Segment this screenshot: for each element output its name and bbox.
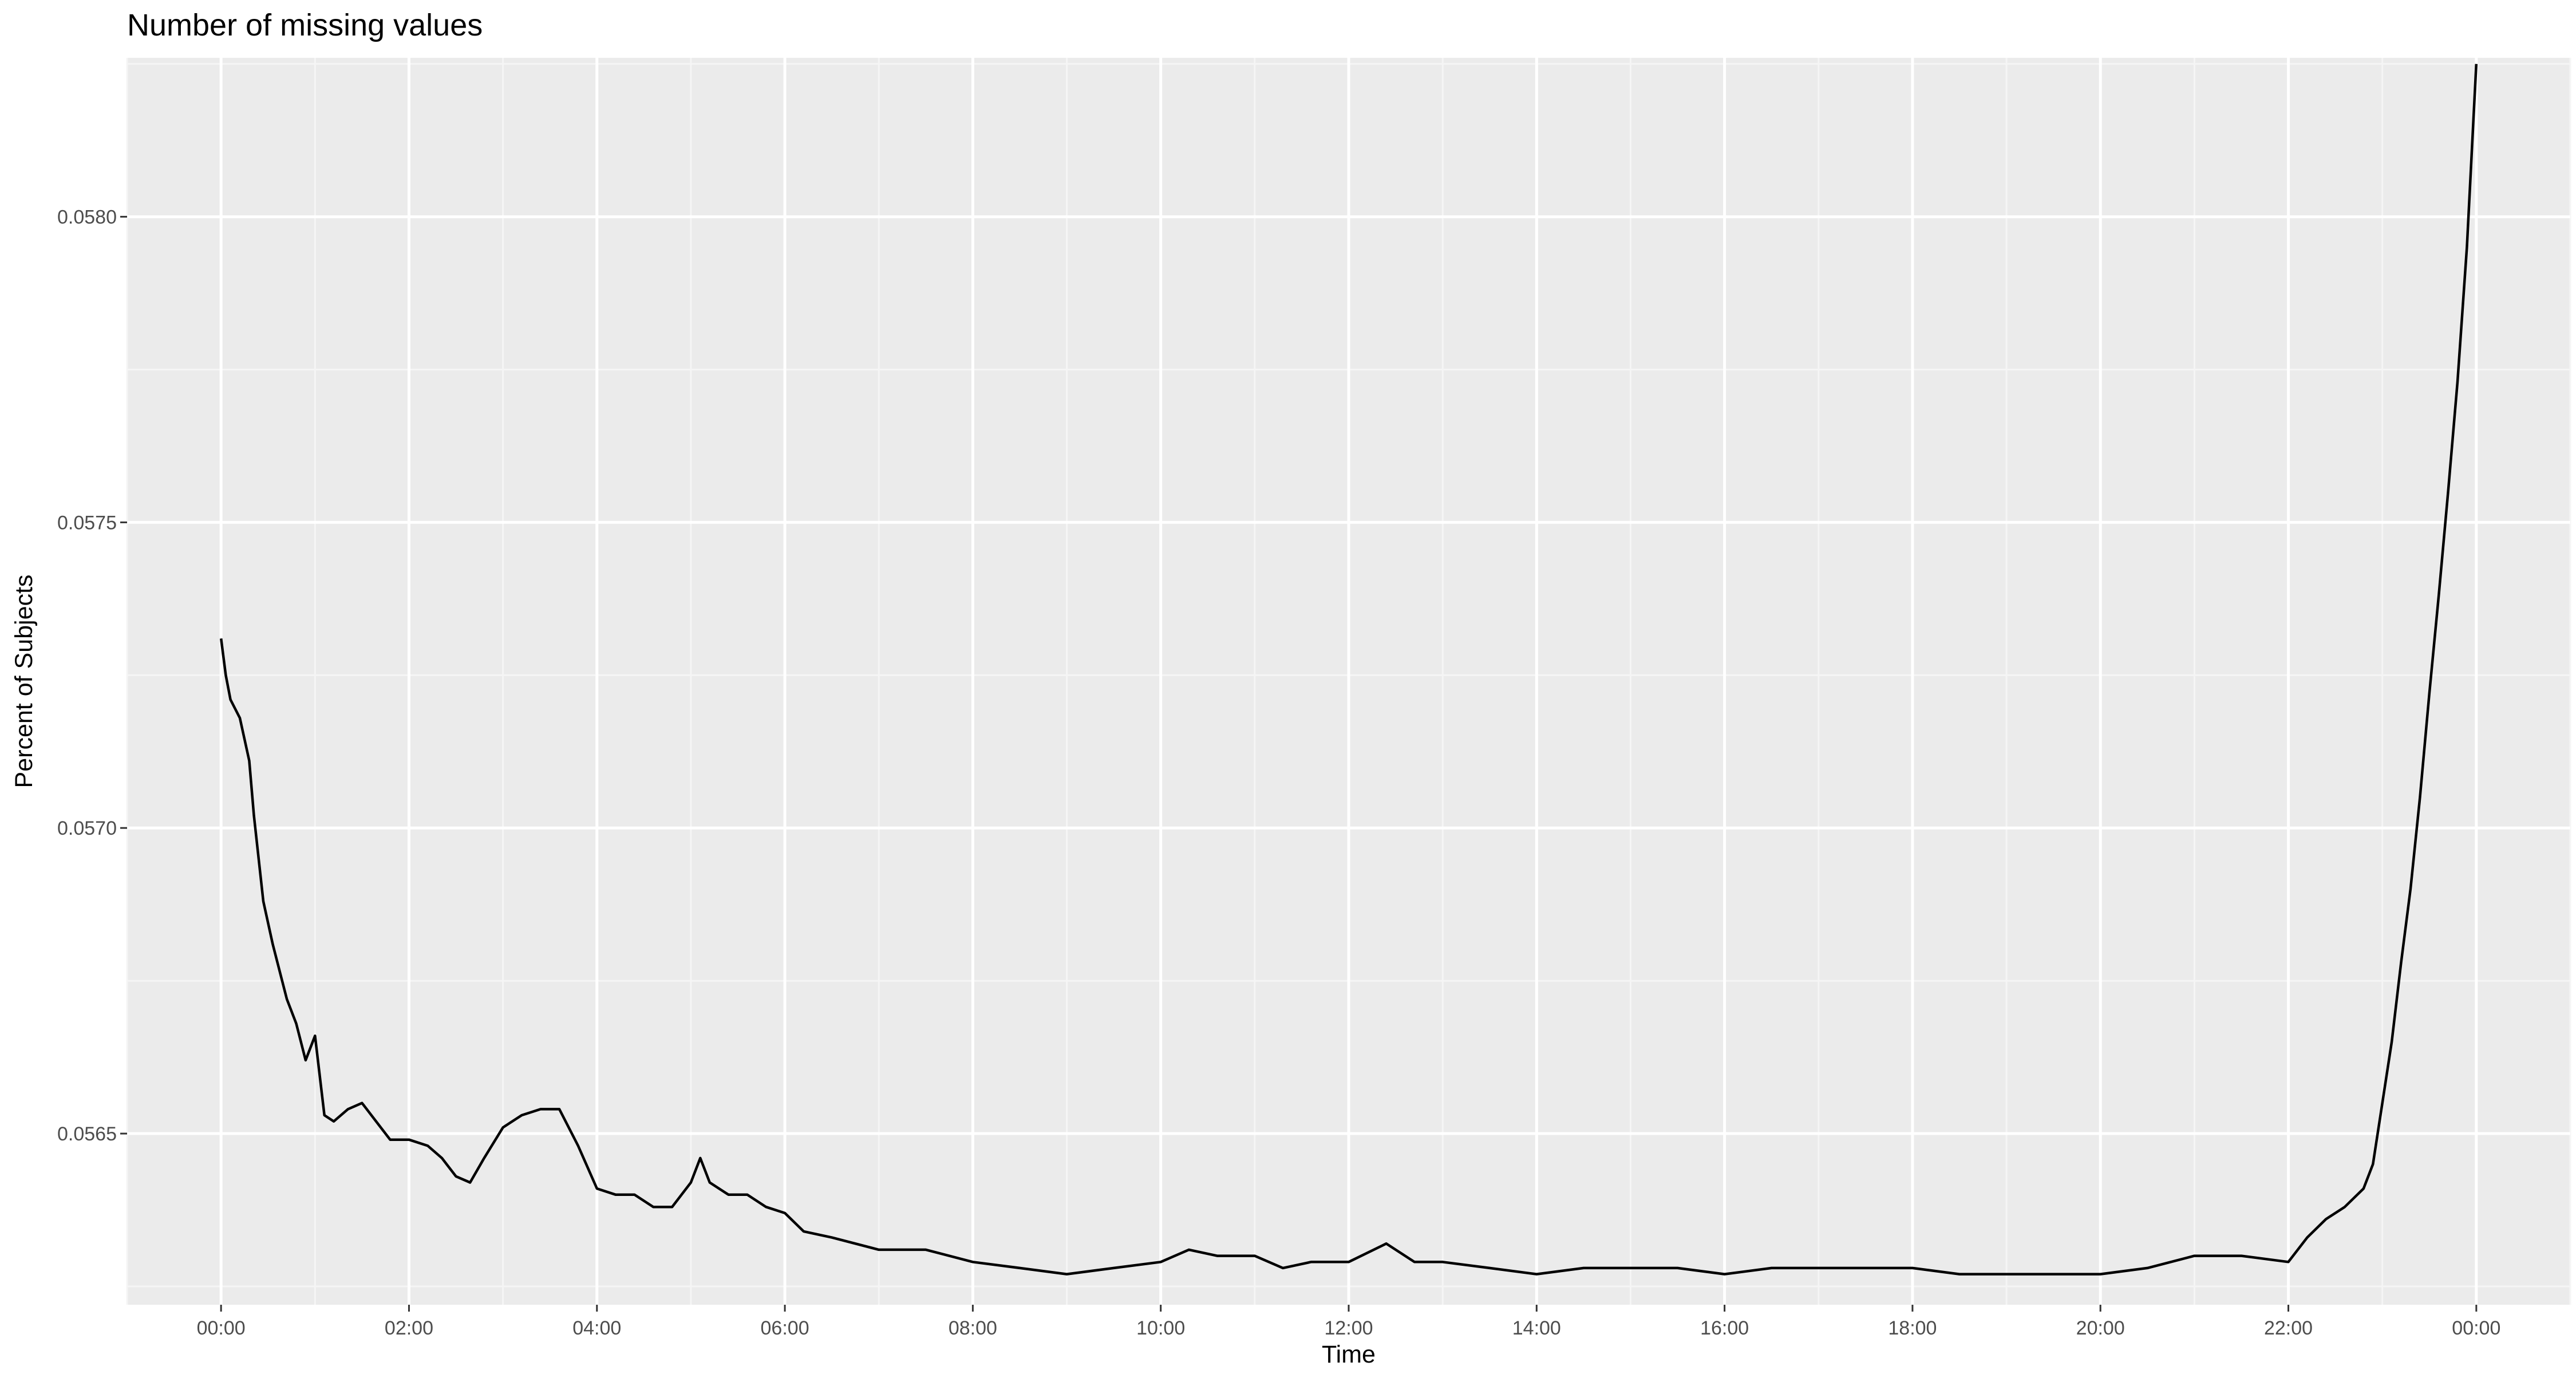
x-axis: 00:00 02:00 04:00 06:00 08:00 10:00 12:00 14:00… [197,1305,2500,1339]
x-tick-label: 06:00 [761,1317,809,1339]
y-tick-label: 0.0570 [57,818,117,839]
x-tick-label: 18:00 [1888,1317,1937,1339]
x-tick-label: 08:00 [949,1317,997,1339]
x-tick-label: 00:00 [197,1317,246,1339]
x-tick-label: 20:00 [2076,1317,2125,1339]
x-axis-title: Time [1322,1341,1376,1368]
chart-title: Number of missing values [127,8,483,42]
y-tick-label: 0.0580 [57,207,117,228]
y-tick-label: 0.0575 [57,512,117,534]
y-axis: 0.0565 0.0570 0.0575 0.0580 [57,207,127,1145]
x-tick-label: 16:00 [1700,1317,1749,1339]
x-tick-label: 22:00 [2264,1317,2313,1339]
x-tick-label: 02:00 [385,1317,433,1339]
x-tick-label: 14:00 [1512,1317,1561,1339]
x-tick-label: 10:00 [1136,1317,1185,1339]
x-tick-label: 04:00 [572,1317,621,1339]
x-tick-label: 12:00 [1324,1317,1373,1339]
y-tick-label: 0.0565 [57,1123,117,1145]
series-layer [219,64,2478,1276]
x-tick-label: 00:00 [2452,1317,2500,1339]
grid-major [127,58,2570,1305]
y-axis-title: Percent of Subjects [10,575,38,788]
series-line [219,64,2478,1276]
